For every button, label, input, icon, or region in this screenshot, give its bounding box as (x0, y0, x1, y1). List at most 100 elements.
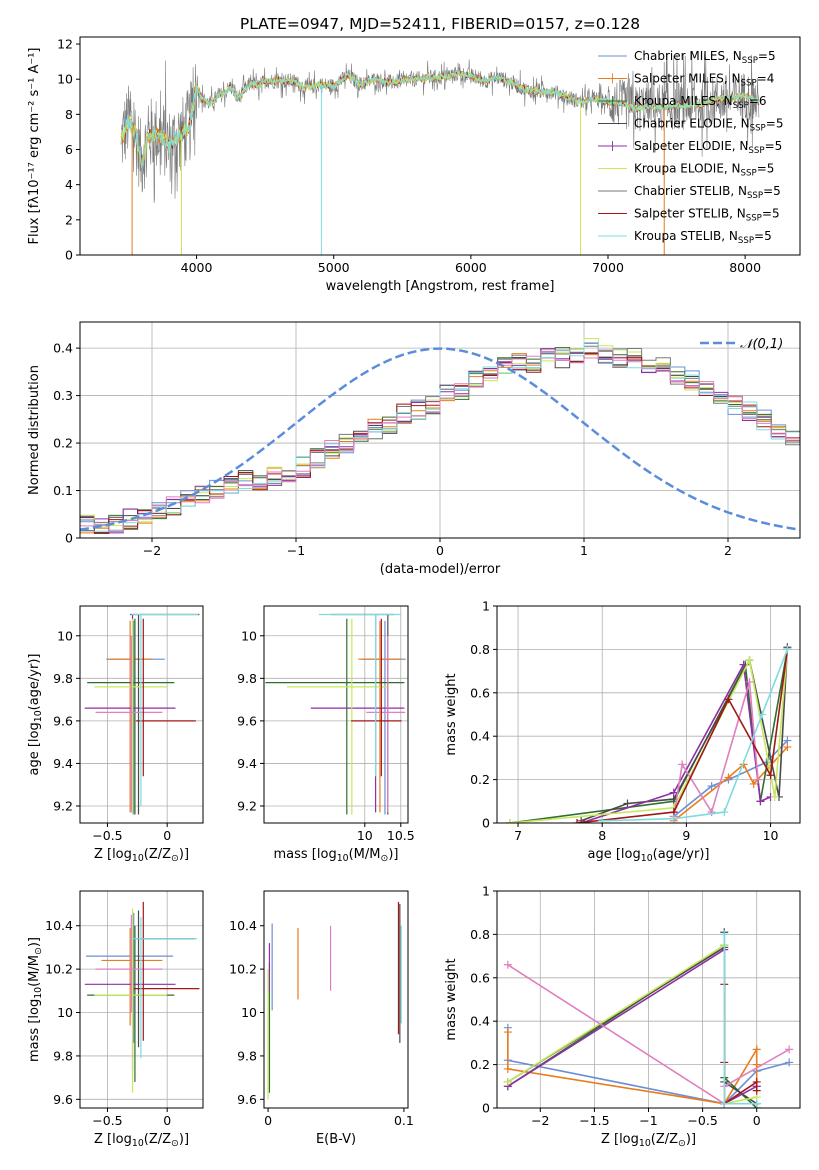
y-tick-label: 1 (482, 599, 490, 614)
weight-marker-kroupa_stelib (783, 645, 792, 654)
x-tick-label: −1 (639, 1113, 657, 1128)
marks (84, 901, 200, 1093)
marks (84, 613, 200, 815)
weight-marker-chabrier_elodie (623, 799, 632, 808)
weight-marker-kroupa_stelib (669, 814, 678, 823)
legend-label: Kroupa STELIB, NSSP=5 (634, 229, 772, 246)
legend-label: Chabrier ELODIE, NSSP=5 (634, 117, 783, 134)
x-tick-label: −0.5 (92, 1113, 122, 1128)
grid (264, 606, 408, 823)
y-tick-label: 0 (65, 531, 73, 546)
y-axis-label: age [log10(age/yr)] (27, 654, 44, 776)
y-tick-label: 4 (65, 177, 73, 192)
y-tick-label: 12 (57, 37, 73, 52)
x-tick-label: 0 (264, 1113, 272, 1128)
x-tick-label: 0 (163, 1113, 171, 1128)
y-tick-label: 9.4 (237, 756, 257, 771)
y-tick-label: 10 (241, 1005, 257, 1020)
x-tick-label: 10 (357, 828, 373, 843)
histogram-salpeter_elodie (80, 342, 800, 534)
panel-weight_vs_Z: −2 −1.5 −1 −0.5 0 0 0.2 0.4 0.6 0.8 1 Z [log10(Z/Z⊙… (444, 884, 801, 1149)
y-tick-label: 0.8 (470, 927, 490, 942)
figure-title: PLATE=0947, MJD=52411, FIBERID=0157, z=0… (240, 15, 640, 33)
weight-marker-chabrier_miles (785, 1058, 794, 1067)
axes-frame (79, 36, 801, 256)
x-tick-label: −0.5 (92, 828, 122, 843)
histogram-chabrier_miles (80, 348, 800, 532)
axes-frame (263, 605, 409, 824)
marks (267, 901, 402, 1100)
y-tick-label: 1 (482, 884, 490, 899)
legend-label: 𝒩(0,1) (740, 337, 783, 352)
y-tick-label: 9.4 (53, 756, 73, 771)
panel-age_vs_Z: −0.5 0 9.2 9.4 9.6 9.8 10 Z [log10(Z/Z⊙)] age [l… (27, 605, 204, 864)
legend-label: Chabrier MILES, NSSP=5 (634, 49, 776, 66)
y-tick-label: 10.2 (229, 962, 257, 977)
axes-frame (79, 890, 204, 1109)
weight-marker-extra_pink (503, 960, 512, 969)
y-axis-label: mass [log10(M/M⊙)] (27, 937, 44, 1062)
y-tick-label: 0.4 (470, 729, 490, 744)
weight-marker-salpeter_miles (752, 1045, 761, 1054)
x-tick-label: 0 (753, 1113, 761, 1128)
histogram-kroupa_stelib (80, 342, 800, 532)
weight-marker-salpeter_stelib (752, 1077, 761, 1086)
weight-marker-salpeter_miles (503, 1028, 512, 1037)
weight-marker-salpeter_elodie (577, 819, 586, 823)
weight-marker-salpeter_miles (724, 773, 733, 782)
weight-marker-kroupa_elodie (505, 819, 514, 823)
x-tick-label: 7 (514, 828, 522, 843)
x-axis-label: wavelength [Angstrom, rest frame] (326, 279, 555, 294)
marks (265, 613, 406, 815)
weight-marker-kroupa_stelib (758, 710, 767, 719)
x-tick-label: 8 (598, 828, 606, 843)
x-tick-label: 2 (724, 543, 732, 558)
y-axis-label: mass weight (444, 673, 459, 755)
legend: Chabrier MILES, NSSP=5 Salpeter MILES, NS… (598, 49, 783, 246)
axes-frame (496, 605, 801, 824)
legend-label: Chabrier STELIB, NSSP=5 (634, 184, 781, 201)
x-tick-label: 0 (436, 543, 444, 558)
x-axis-label: (data-model)/error (380, 562, 501, 577)
legend-label: Kroupa MILES, NSSP=6 (634, 94, 767, 111)
y-tick-label: 0.8 (470, 642, 490, 657)
legend-gauss: 𝒩(0,1) (700, 337, 783, 352)
weight-marker-salpeter_stelib (724, 695, 733, 704)
x-tick-label: 1 (580, 543, 588, 558)
y-tick-label: 9.8 (53, 1048, 73, 1063)
y-tick-label: 10 (57, 1005, 73, 1020)
weight-line-chabrier_elodie (580, 647, 789, 822)
panel-spectrum: 4000 5000 6000 7000 8000 0 2 4 6 8 10 12 wavelength … (27, 36, 801, 294)
weight-marker-kroupa_elodie (745, 656, 754, 665)
weight-marker-salpeter_miles (783, 743, 792, 752)
y-tick-label: 0.6 (470, 970, 490, 985)
weight-marker-extra_pink (785, 1045, 794, 1054)
panel-residuals: −2 −1 0 1 2 0 0.1 0.2 0.3 0.4 (data-model)/error No… (27, 321, 801, 577)
weight-marker-salpeter_stelib (766, 771, 775, 780)
y-axis-label: mass weight (444, 958, 459, 1040)
x-tick-label: 10.5 (387, 828, 415, 843)
y-tick-label: 9.6 (53, 1092, 73, 1107)
histogram-chabrier_elodie (80, 353, 800, 533)
x-tick-label: −2 (143, 543, 161, 558)
histogram-salpeter_stelib (80, 349, 800, 534)
axes-frame (79, 605, 204, 824)
panel-age_vs_mass: 10 10.5 9.2 9.4 9.6 9.8 10 mass [log10(M/M⊙)] (237, 605, 415, 864)
weight-marker-chabrier_miles (707, 782, 716, 791)
y-tick-label: 2 (65, 212, 73, 227)
weight-marker-salpeter_elodie (756, 797, 765, 806)
weight-marker-kroupa_stelib (720, 808, 729, 817)
y-tick-label: 0 (482, 816, 490, 831)
weight-marker-kroupa_stelib (598, 816, 607, 823)
grid (497, 890, 800, 1109)
y-tick-label: 10.4 (45, 918, 73, 933)
panel-mass_vs_Z: −0.5 0 9.6 9.8 10 10.2 10.4 Z [log10(Z/Z⊙)] mass… (27, 890, 204, 1149)
y-tick-label: 10 (57, 72, 73, 87)
x-tick-label: 9 (682, 828, 690, 843)
weight-line-kroupa_stelib (723, 934, 757, 1105)
marks (120, 51, 760, 255)
y-tick-label: 10.2 (45, 962, 73, 977)
weight-marker-kroupa_stelib (752, 1099, 761, 1108)
x-axis-label: Z [log10(Z/Z⊙)] (601, 1132, 696, 1149)
